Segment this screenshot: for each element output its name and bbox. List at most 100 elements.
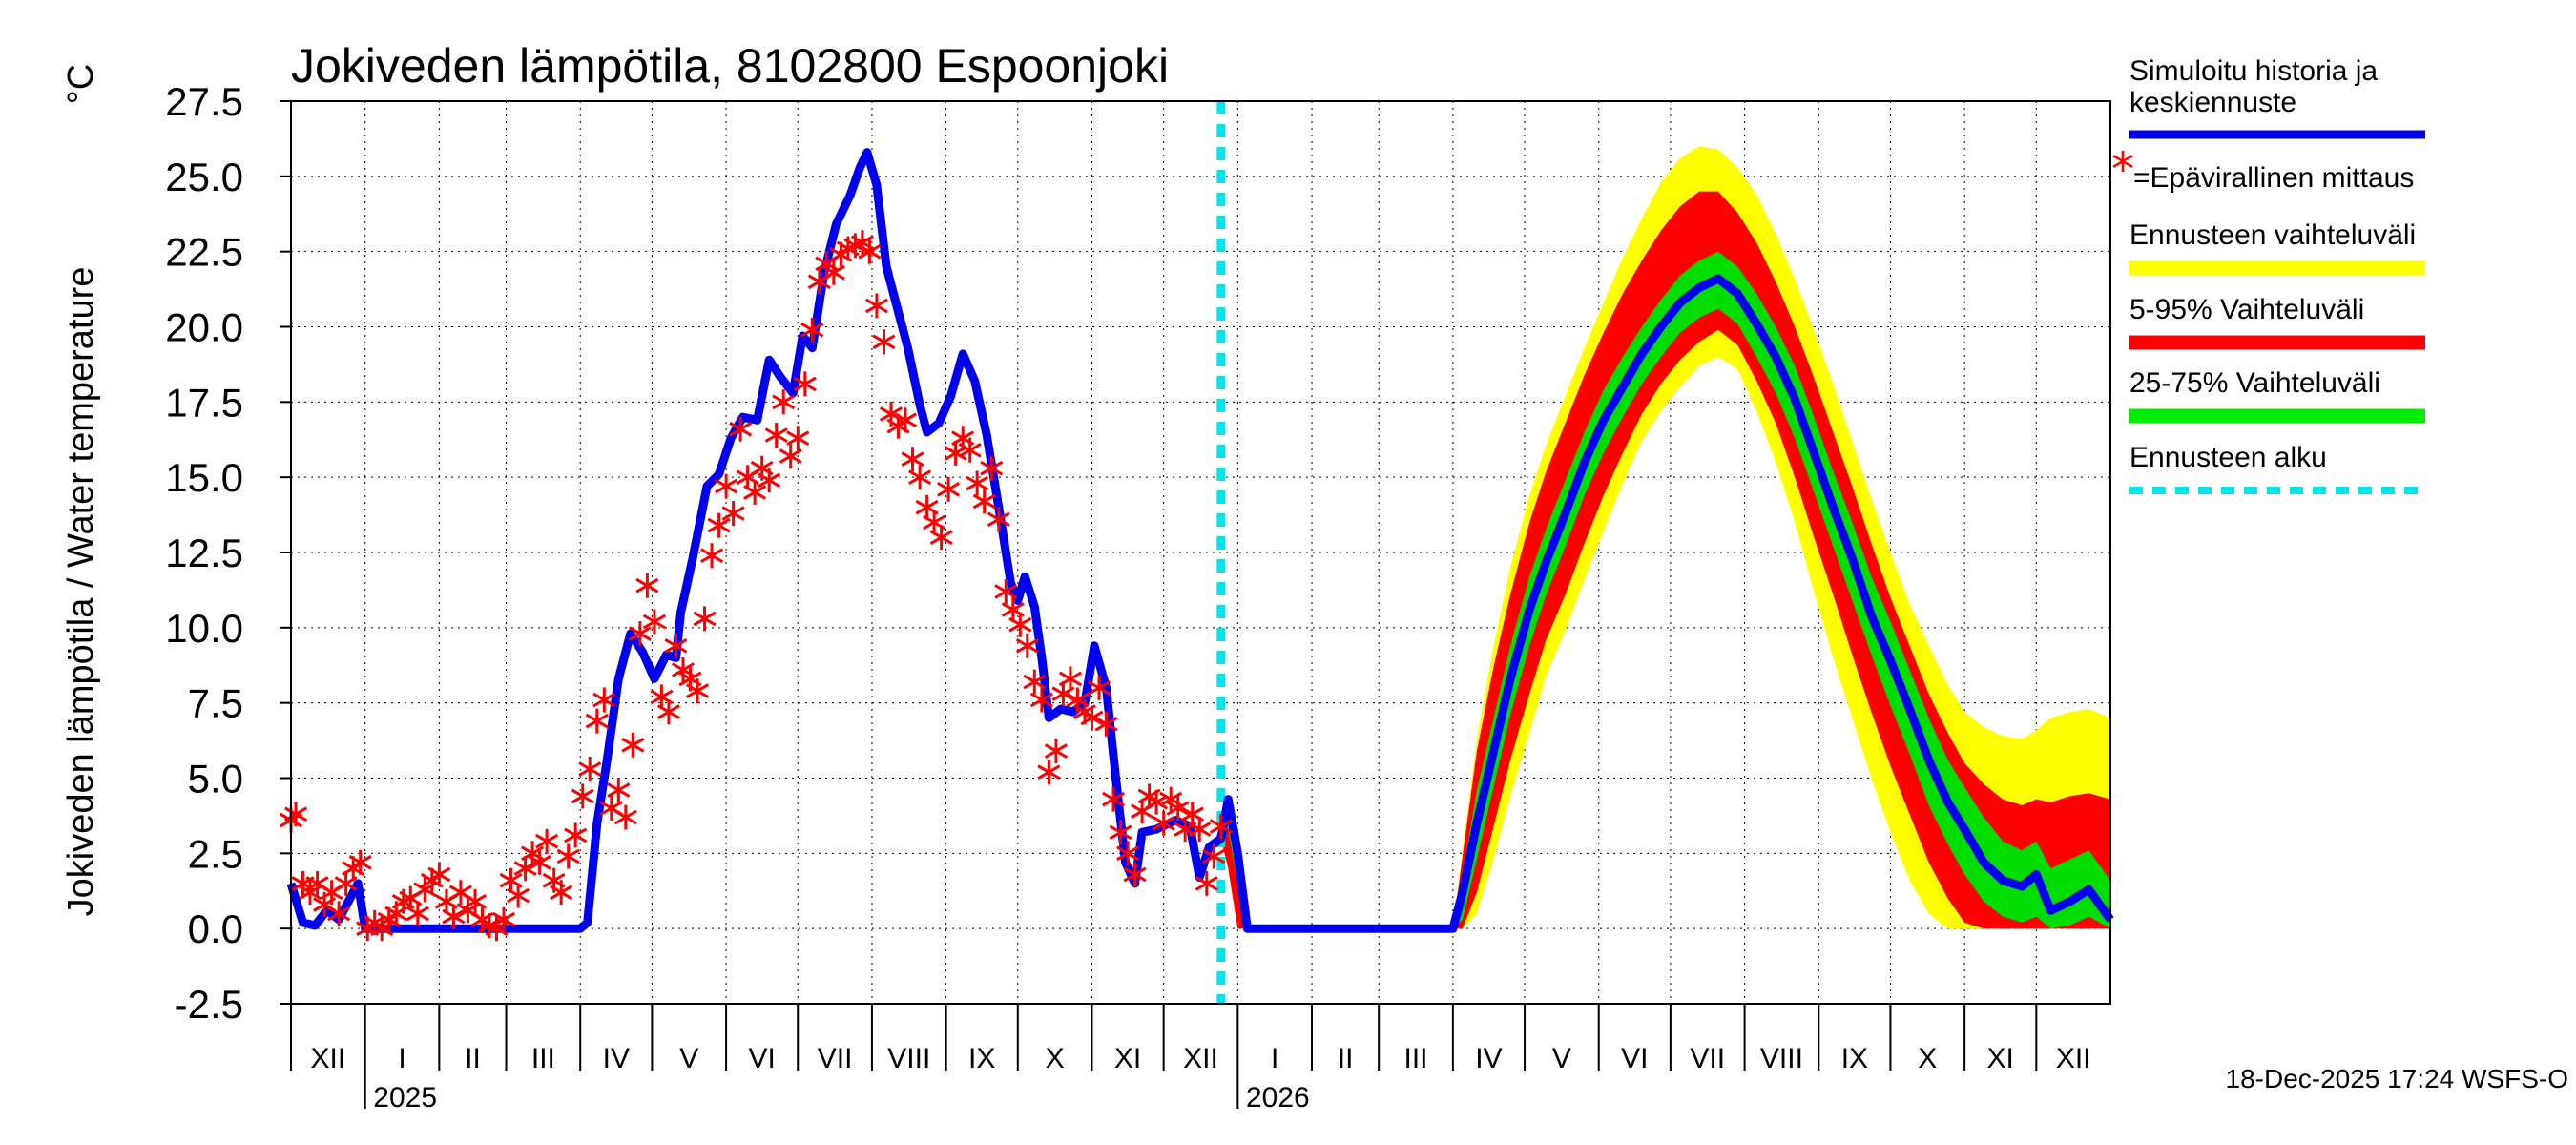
measurement-point [901,447,924,472]
measurement-point [1008,612,1032,637]
y-tick-label: 25.0 [165,155,243,199]
measurement-point [635,572,659,598]
y-tick-label: 17.5 [165,380,243,425]
measurement-point [1029,687,1053,713]
measurement-markers [279,230,1233,942]
measurement-point [613,804,637,830]
measurement-point [621,732,645,758]
measurement-point [764,423,788,448]
x-month-label: VIII [887,1043,930,1074]
measurement-point [908,465,932,490]
legend-label-measurement: =Epävirallinen mittaus [2133,162,2414,194]
measurement-point [585,708,609,734]
measurement-point [463,888,487,914]
measurement-point [1044,739,1068,764]
measurement-point [894,407,918,433]
x-month-label: II [1338,1043,1354,1074]
measurement-point [656,699,680,725]
measurement-point [348,849,372,875]
y-tick-label: 5.0 [188,757,243,802]
measurement-point [550,880,573,906]
x-month-label: I [398,1043,405,1074]
forecast-bands [1220,146,2110,929]
measurement-point [592,687,616,713]
measurement-point [1109,820,1132,845]
measurement-point [972,489,996,514]
measurement-point [1202,843,1226,869]
measurement-point [958,437,982,463]
measurement-point [1015,633,1039,658]
x-year-label: 2025 [373,1082,437,1114]
x-year-label: 2026 [1246,1082,1310,1114]
x-month-label: III [1404,1043,1428,1074]
measurement-point [721,501,745,526]
y-axis-unit: °C [61,64,101,105]
y-tick-label: 15.0 [165,455,243,500]
measurement-point [937,476,961,502]
x-month-label: IV [603,1043,630,1074]
y-tick-label: 10.0 [165,606,243,651]
measurement-point [987,507,1010,532]
measurement-point [821,260,845,285]
measurement-point [1094,711,1118,737]
measurement-point [1188,817,1212,843]
measurement-point [427,862,451,887]
y-axis-label: Jokiveden lämpötila / Water temperature [61,267,101,917]
x-month-label: VI [748,1043,775,1074]
measurement-point [1087,675,1111,700]
measurement-point [872,329,896,355]
x-axis-months: XII I II III IV V VI VII VIII IX X XI XII I II III IV V VI… [290,1004,2091,1114]
x-month-label: V [679,1043,698,1074]
x-month-label: III [531,1043,555,1074]
measurement-point [1166,796,1190,821]
x-month-label: VIII [1760,1043,1803,1074]
y-tick-label: 20.0 [165,305,243,350]
measurement-point [1058,666,1082,692]
band-25-75 [1220,251,2110,929]
measurement-point [864,293,888,319]
x-month-label: VI [1621,1043,1648,1074]
measurement-point [664,633,688,658]
measurement-point [284,802,308,827]
footer-timestamp: 18-Dec-2025 17:24 WSFS-O [2226,1064,2569,1093]
y-tick-label: -2.5 [175,982,243,1027]
x-month-label: IX [1841,1043,1868,1074]
x-month-label: X [1046,1043,1065,1074]
measurement-point [994,579,1018,604]
measurement-point [327,901,351,926]
x-month-label: XI [1114,1043,1141,1074]
measurement-point [707,512,731,538]
measurement-point [405,901,429,926]
measurement-point [980,455,1004,481]
x-month-label: IV [1475,1043,1502,1074]
measurement-point [858,239,882,264]
measurement-point [729,416,753,442]
measurement-point [700,543,724,569]
legend-label-simulated-line2: keskiennuste [2129,87,2296,118]
measurement-point [966,470,989,496]
measurement-point [1145,789,1169,815]
legend-label-simulated-line1: Simuloitu historia ja [2129,55,2378,87]
measurement-point [564,822,588,848]
measurement-point [929,525,953,551]
measurement-point [578,757,602,781]
measurement-point [1102,786,1126,812]
band-5-95 [1220,191,2110,929]
x-month-label: IX [968,1043,995,1074]
measurement-point [492,906,516,932]
measurement-point [1123,862,1147,887]
measurement-point [779,444,802,469]
legend-label-forecast-range: Ennusteen vaihteluväli [2129,219,2416,251]
chart-title: Jokiveden lämpötila, 8102800 Espoonjoki [291,39,1169,93]
x-month-label: II [465,1043,481,1074]
measurement-point [1037,760,1061,785]
x-month-label: X [1918,1043,1937,1074]
y-tick-label: 12.5 [165,531,243,575]
measurement-point [571,783,594,809]
measurement-point [1152,810,1175,836]
measurement-point [642,609,666,635]
measurement-point [693,606,717,632]
x-month-label: XI [1987,1043,2014,1074]
